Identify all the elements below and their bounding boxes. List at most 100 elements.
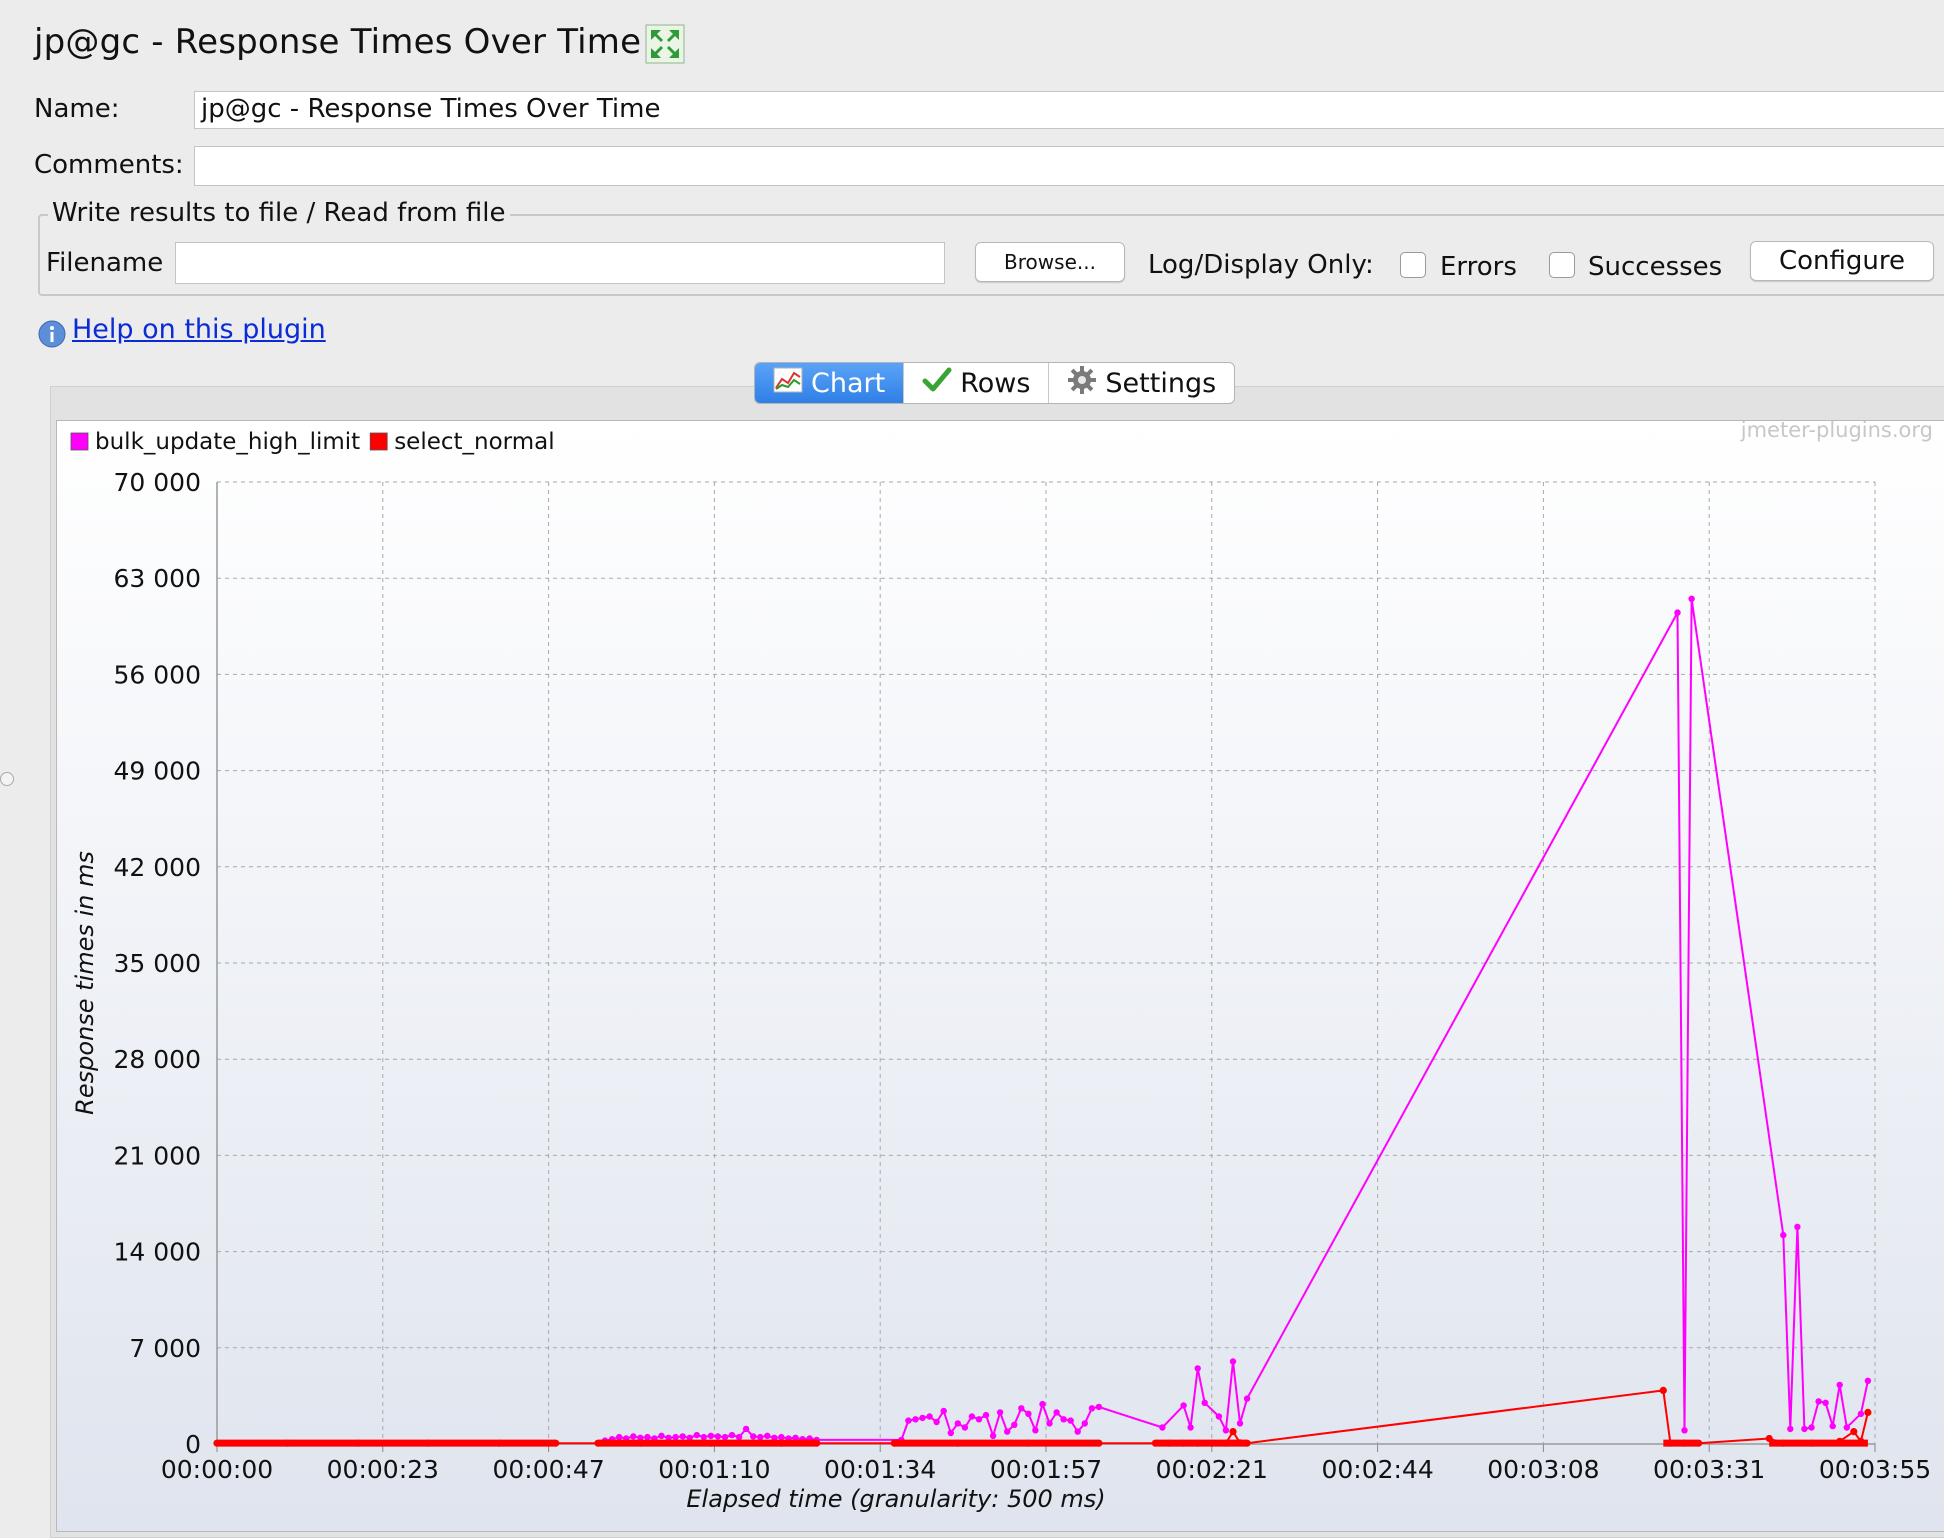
tab-rows[interactable]: Rows — [904, 363, 1050, 403]
data-point — [1674, 609, 1681, 616]
data-point — [1159, 1424, 1166, 1431]
x-tick-label: 00:03:31 — [1653, 1455, 1765, 1484]
data-point — [707, 1432, 715, 1439]
comments-input[interactable] — [194, 146, 1944, 186]
checkmark-icon — [922, 366, 952, 401]
data-point — [940, 1407, 947, 1415]
y-axis-label: Response times in ms — [71, 851, 99, 1115]
data-point — [1067, 1417, 1074, 1424]
data-point — [905, 1417, 912, 1424]
expand-icon[interactable] — [645, 24, 685, 64]
data-point — [961, 1424, 969, 1431]
data-point — [1808, 1424, 1815, 1431]
help-link[interactable]: Help on this plugin — [72, 314, 326, 345]
y-tick-label: 49 000 — [114, 757, 201, 786]
tab-chart-label: Chart — [811, 367, 886, 399]
y-tick-label: 0 — [185, 1430, 201, 1459]
data-point — [1074, 1428, 1081, 1435]
data-point — [1081, 1420, 1089, 1427]
data-point — [1011, 1421, 1018, 1428]
data-point — [1229, 1358, 1237, 1365]
data-point — [686, 1434, 693, 1441]
data-point — [1088, 1405, 1096, 1412]
data-point — [1815, 1398, 1822, 1405]
data-point — [1004, 1428, 1011, 1435]
data-point — [700, 1433, 707, 1441]
data-point — [1794, 1223, 1801, 1231]
name-label: Name: — [34, 94, 120, 124]
data-point — [742, 1425, 750, 1433]
x-tick-label: 00:02:21 — [1156, 1455, 1268, 1484]
tab-rows-label: Rows — [960, 367, 1031, 399]
browse-button[interactable]: Browse... — [975, 242, 1125, 282]
data-point — [1215, 1413, 1223, 1420]
y-tick-label: 35 000 — [114, 949, 201, 978]
data-point — [1243, 1395, 1251, 1402]
data-point — [1032, 1427, 1039, 1434]
data-point — [721, 1433, 729, 1441]
successes-label: Successes — [1588, 252, 1723, 282]
errors-checkbox[interactable] — [1400, 252, 1426, 278]
x-tick-label: 00:02:44 — [1321, 1455, 1433, 1484]
data-point — [1822, 1399, 1829, 1406]
data-point — [982, 1411, 990, 1419]
tab-bar: Chart Rows — [754, 362, 1236, 404]
data-point — [1829, 1422, 1836, 1430]
data-point — [616, 1433, 623, 1441]
data-point — [996, 1409, 1004, 1416]
grid-lines — [217, 481, 1876, 1444]
data-point — [1095, 1403, 1103, 1411]
data-point — [1864, 1408, 1872, 1416]
gear-icon — [1067, 365, 1097, 402]
data-point — [1018, 1405, 1025, 1412]
data-point — [1850, 1428, 1858, 1436]
series-lines — [213, 595, 1872, 1447]
configure-button[interactable]: Configure — [1750, 241, 1934, 281]
data-point — [693, 1431, 700, 1439]
data-point — [989, 1432, 997, 1439]
data-point — [1201, 1399, 1208, 1406]
splitter-handle[interactable] — [0, 772, 14, 786]
tab-settings[interactable]: Settings — [1049, 363, 1234, 403]
data-point — [1857, 1410, 1865, 1417]
x-tick-label: 00:01:34 — [824, 1455, 936, 1484]
data-point — [975, 1416, 983, 1423]
data-point — [658, 1432, 665, 1439]
log-display-label: Log/Display Only: — [1148, 250, 1374, 280]
y-tick-label: 14 000 — [114, 1238, 201, 1267]
chart-background — [57, 421, 1944, 1531]
data-point — [679, 1433, 686, 1440]
successes-checkbox[interactable] — [1549, 252, 1575, 278]
x-tick-label: 00:03:08 — [1487, 1455, 1599, 1484]
filename-input[interactable] — [175, 242, 945, 284]
legend-label: select_normal — [394, 429, 554, 455]
data-point — [644, 1433, 651, 1441]
data-point — [1187, 1424, 1194, 1431]
data-point — [1681, 1427, 1688, 1434]
errors-label: Errors — [1440, 252, 1517, 282]
data-point — [1229, 1428, 1237, 1436]
chart-area: 70 000 63 000 56 000 49 000 42 000 35 000 28 0… — [56, 418, 1944, 1532]
y-tick-label: 42 000 — [114, 853, 201, 882]
y-tick-label: 28 000 — [114, 1045, 201, 1074]
response-times-chart: 70 000 63 000 56 000 49 000 42 000 35 000 28 0… — [57, 418, 1944, 1531]
x-tick-label: 00:01:10 — [658, 1455, 770, 1484]
data-point — [728, 1431, 736, 1439]
data-point — [954, 1420, 961, 1427]
y-tick-label: 21 000 — [114, 1141, 201, 1170]
info-icon — [38, 320, 66, 348]
data-point — [1039, 1400, 1046, 1408]
data-point — [1688, 595, 1695, 602]
legend-swatch — [369, 432, 388, 451]
tab-chart[interactable]: Chart — [755, 363, 905, 403]
name-input[interactable]: jp@gc - Response Times Over Time — [194, 91, 1944, 129]
data-point — [1180, 1402, 1187, 1409]
file-group-legend: Write results to file / Read from file — [48, 198, 510, 228]
data-point — [1836, 1381, 1843, 1389]
data-point — [1864, 1377, 1872, 1384]
comments-label: Comments: — [34, 150, 184, 180]
y-tick-label: 56 000 — [114, 660, 201, 689]
watermark-text: jmeter-plugins.org — [1740, 421, 1933, 442]
y-tick-label: 70 000 — [114, 468, 201, 497]
data-point — [1222, 1427, 1230, 1434]
